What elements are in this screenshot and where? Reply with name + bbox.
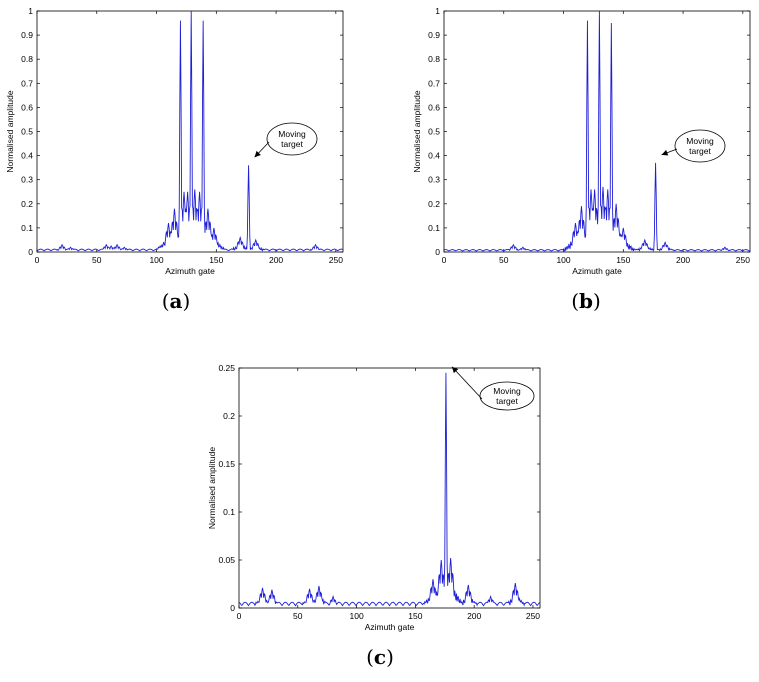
y-tick-label: 0.2 [428,199,440,209]
x-tick-label: 150 [209,255,223,265]
y-tick-label: 0.3 [428,175,440,185]
y-tick-label: 0.8 [21,54,33,64]
series-line [238,372,541,607]
y-tick-label: 0.1 [223,507,235,517]
y-tick-label: 0.15 [218,459,235,469]
annotation-arrow-head [451,366,459,374]
y-tick-label: 0 [435,247,440,257]
annotation-text-line-1: Moving [278,129,306,139]
x-tick-label: 150 [616,255,630,265]
x-tick-label: 250 [329,255,343,265]
y-axis-label: Normalised amplitude [207,447,217,529]
x-tick-label: 50 [293,611,303,621]
y-tick-label: 0.4 [428,151,440,161]
y-tick-label: 0 [28,247,33,257]
x-tick-label: 100 [349,611,363,621]
y-tick-label: 0.9 [428,30,440,40]
y-tick-label: 0.7 [428,78,440,88]
x-tick-label: 50 [499,255,509,265]
annotation-text-line-2: target [281,139,303,149]
x-tick-label: 150 [408,611,422,621]
y-tick-label: 0.3 [21,175,33,185]
annotation-arrow-line [451,366,483,400]
y-axis-label: Normalised amplitude [412,90,422,172]
y-tick-label: 1 [435,6,440,16]
x-axis-label: Azimuth gate [572,266,622,276]
series-line [443,10,751,252]
y-tick-label: 0.1 [21,223,33,233]
series-line [36,10,344,252]
y-tick-label: 0.6 [428,102,440,112]
y-tick-label: 0.8 [428,54,440,64]
y-tick-label: 0.6 [21,102,33,112]
x-tick-label: 100 [149,255,163,265]
annotation-ellipse [479,381,535,411]
annotation-ellipse [674,129,726,163]
y-tick-label: 0.5 [21,127,33,137]
annotation-arrow-head [254,150,261,158]
y-tick-label: 0 [230,603,235,613]
x-tick-label: 0 [237,611,242,621]
chart-panel-b: 0 50 100 150 200 250 0 0.1 0.2 0.3 0.4 0.5 0.6 0.7 0.8… [412,6,751,313]
y-tick-label: 0.2 [223,411,235,421]
y-tick-label: 0.9 [21,30,33,40]
panel-caption: (a) [162,289,191,313]
y-tick-label: 0.05 [218,555,235,565]
annotation-text-line-1: Moving [493,386,521,396]
annotation-text-line-2: target [496,396,518,406]
x-tick-label: 0 [35,255,40,265]
y-axis-label: Normalised amplitude [5,90,15,172]
x-tick-label: 250 [736,255,750,265]
x-tick-label: 100 [556,255,570,265]
panel-caption: (c) [366,645,394,669]
chart-panel-c: 0 50 100 150 200 250 0 0.05 0.1 0.15 0.2 0.25 Azimut… [207,363,541,669]
y-tick-label: 0.2 [21,199,33,209]
y-tick-label: 0.25 [218,363,235,373]
annotation-text-line-1: Moving [686,136,714,146]
x-tick-label: 200 [269,255,283,265]
chart-panel-a: 0 50 100 150 200 250 0 0.1 0.2 0.3 0.4 0.5 0.6 0.7 0.8… [5,6,344,313]
y-tick-label: 0.5 [428,127,440,137]
annotation-text-line-2: target [689,146,711,156]
x-axis-label: Azimuth gate [365,622,415,632]
panel-caption: (b) [571,289,601,313]
y-tick-label: 1 [28,6,33,16]
x-axis-label: Azimuth gate [165,266,215,276]
x-tick-label: 200 [676,255,690,265]
annotation-ellipse [266,122,318,156]
x-tick-label: 200 [467,611,481,621]
plot-area-frame [238,367,541,609]
y-tick-label: 0.1 [428,223,440,233]
y-tick-label: 0.4 [21,151,33,161]
annotation-arrow-head [661,149,669,156]
x-tick-label: 0 [442,255,447,265]
x-tick-label: 250 [526,611,540,621]
y-tick-label: 0.7 [21,78,33,88]
x-tick-label: 50 [92,255,102,265]
